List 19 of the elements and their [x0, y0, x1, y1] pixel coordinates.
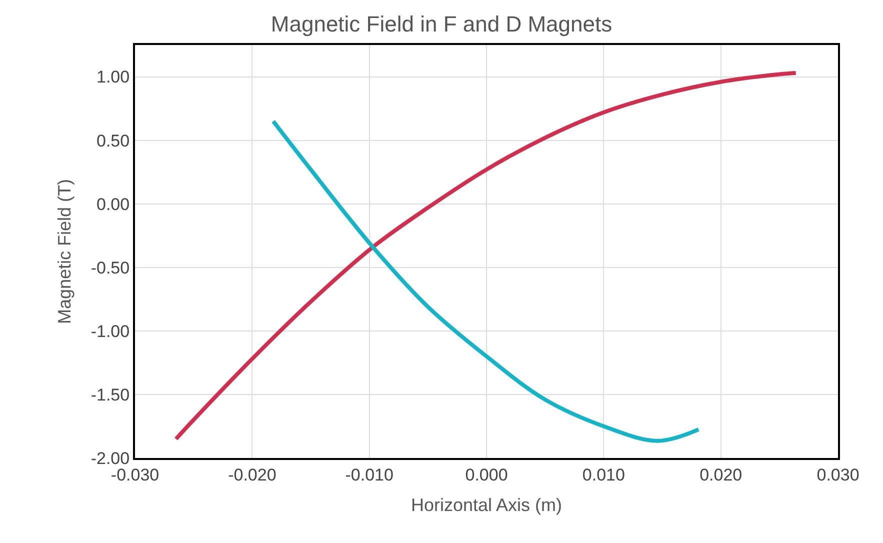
y-tick-label: 0.50 [96, 131, 130, 150]
y-axis-title: Magnetic Field (T) [54, 178, 75, 324]
x-axis-title: Horizontal Axis (m) [410, 495, 562, 515]
y-tick-label: -0.50 [90, 258, 130, 278]
line-series [271, 119, 701, 443]
x-tick-label: 0.030 [816, 465, 860, 484]
y-tick-label: 0.00 [96, 194, 130, 214]
x-tick-label: -0.030 [110, 465, 160, 484]
chart-title: Magnetic Field in F and D Magnets [270, 12, 612, 37]
y-tick-label: 1.00 [96, 68, 130, 87]
y-tick-label: -1.50 [90, 385, 130, 404]
y-tick-label: -1.00 [90, 322, 130, 341]
x-tick-label: 0.000 [465, 465, 508, 484]
x-tick-label: 0.010 [582, 465, 625, 484]
line-series [174, 70, 798, 441]
x-tick-label: -0.010 [345, 465, 394, 484]
y-tick-label: -2.00 [90, 448, 130, 468]
x-tick-label: 0.020 [700, 465, 742, 484]
x-tick-label: -0.020 [228, 465, 276, 484]
